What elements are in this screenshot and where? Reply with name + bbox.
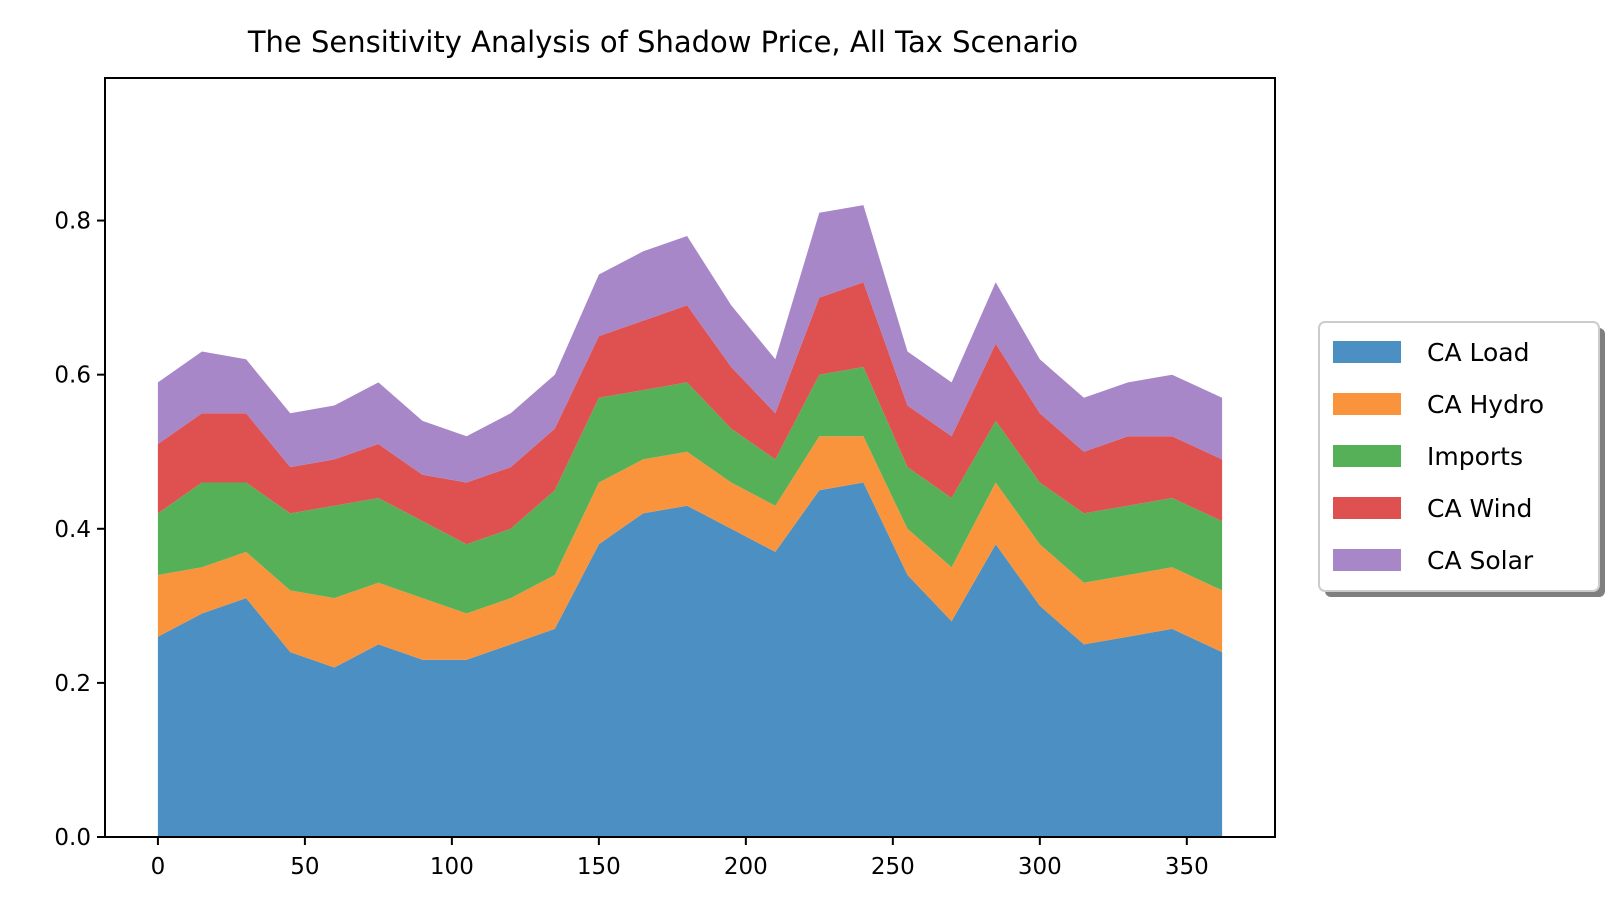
y-tick-label: 0.8 [54,209,91,235]
x-tick-label: 300 [1018,854,1062,880]
legend-swatch [1333,445,1401,467]
area-series-5 [157,205,1223,483]
legend-swatch [1333,393,1401,415]
area-series-4 [157,282,1223,545]
y-tick-label: 0.4 [54,517,91,543]
legend: CA Load CA Hydro Imports CA Wind CA Solar [1318,321,1605,597]
x-tick-label: 250 [871,854,915,880]
legend-swatch [1333,549,1401,571]
legend-label: Imports [1427,442,1523,471]
x-tick-label: 0 [151,854,166,880]
legend-swatch [1333,497,1401,519]
x-tick-label: 200 [724,854,768,880]
x-tick-label: 50 [290,854,319,880]
area-series-2 [157,436,1223,668]
legend-label: CA Hydro [1427,390,1544,419]
y-tick-label: 0.2 [54,671,91,697]
chart-title: The Sensitivity Analysis of Shadow Price… [247,25,1078,59]
legend-label: CA Wind [1427,494,1532,523]
x-tick-label: 150 [577,854,621,880]
x-tick-label: 100 [430,854,474,880]
x-axis: 0 50 100 150 200 250 300 350 [151,837,1209,880]
y-tick-label: 0.0 [54,825,91,851]
legend-label: CA Solar [1427,546,1534,575]
area-layers [157,205,1223,837]
legend-box [1318,321,1600,592]
legend-swatch [1333,341,1401,363]
area-series-3 [157,367,1223,614]
y-axis: 0.0 0.2 0.4 0.6 0.8 [54,209,105,851]
legend-items: CA Load CA Hydro Imports CA Wind CA Solar [1333,338,1544,575]
legend-label: CA Load [1427,338,1529,367]
y-tick-label: 0.6 [54,363,91,389]
x-tick-label: 350 [1165,854,1209,880]
plot-frame [104,77,1276,838]
area-series-1 [157,482,1223,837]
